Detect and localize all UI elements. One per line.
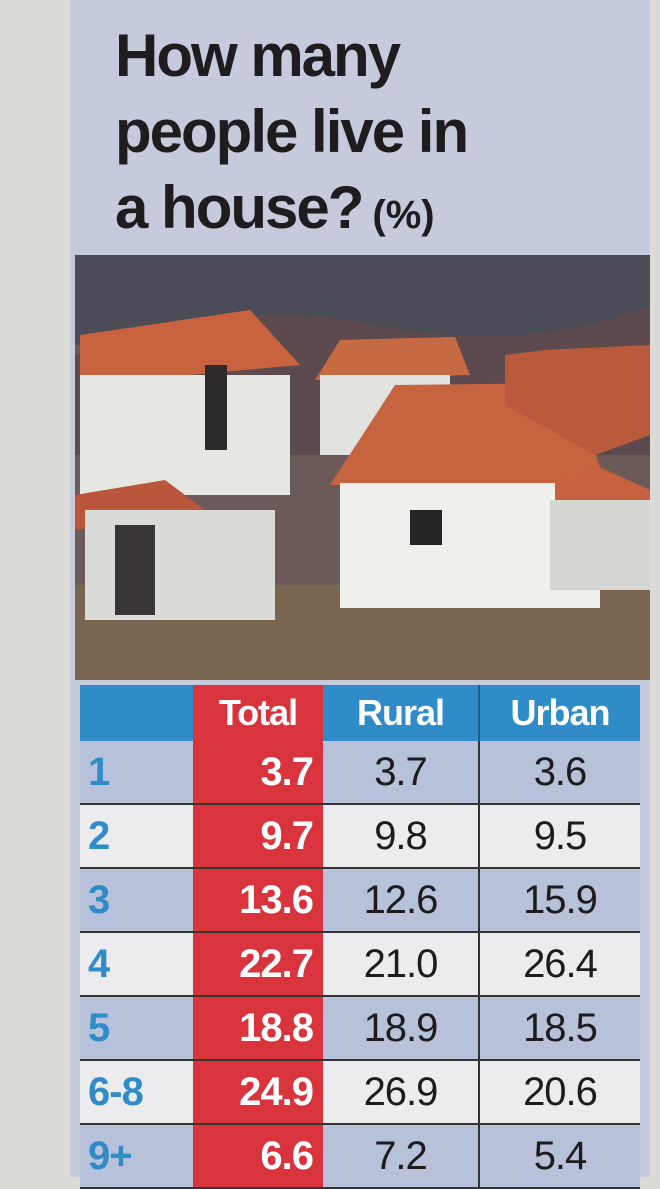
table-cell: 22.7 <box>193 932 323 997</box>
table-cell: 15.9 <box>479 868 640 933</box>
table-cell: 6-8 <box>80 1060 193 1125</box>
table-cell: 4 <box>80 932 193 997</box>
window <box>410 510 442 545</box>
table-cell: 6.6 <box>193 1124 323 1189</box>
table-cell: 18.5 <box>479 996 640 1061</box>
table-cell: 9.8 <box>323 804 480 869</box>
column-header: Urban <box>479 685 640 741</box>
table-row: 9+ 6.6 7.2 5.4 <box>80 1124 640 1189</box>
title: How many people live in a house? (%) <box>115 18 469 253</box>
table-cell: 24.9 <box>193 1060 323 1125</box>
column-header: Size <box>80 685 193 741</box>
column-header: Rural <box>323 685 480 741</box>
table-row: 5 18.8 18.9 18.5 <box>80 996 640 1061</box>
roof <box>315 337 470 380</box>
table-cell: 3 <box>80 868 193 933</box>
table-row: 6-8 24.9 26.9 20.6 <box>80 1060 640 1125</box>
table-cell: 3.7 <box>193 741 323 805</box>
wall <box>550 500 650 590</box>
table-cell: 5.4 <box>479 1124 640 1189</box>
table-cell: 12.6 <box>323 868 480 933</box>
title-line: How many <box>115 22 401 89</box>
table-cell: 18.9 <box>323 996 480 1061</box>
table-cell: 9.7 <box>193 804 323 869</box>
table-cell: 3.7 <box>323 741 480 805</box>
table-row: 2 9.7 9.8 9.5 <box>80 804 640 869</box>
header-row: Size Total Rural Urban <box>80 685 640 741</box>
table-cell: 13.6 <box>193 868 323 933</box>
table-cell: 26.9 <box>323 1060 480 1125</box>
roof <box>555 465 650 505</box>
table-cell: 9+ <box>80 1124 193 1189</box>
table-row: 1 3.7 3.7 3.6 <box>80 741 640 805</box>
wall <box>80 375 290 495</box>
table-cell: 18.8 <box>193 996 323 1061</box>
door <box>205 365 227 450</box>
house-photo <box>75 255 650 680</box>
table-cell: 26.4 <box>479 932 640 997</box>
table-cell: 1 <box>80 741 193 805</box>
table-cell: 20.6 <box>479 1060 640 1125</box>
table-cell: 21.0 <box>323 932 480 997</box>
table-row: 4 22.7 21.0 26.4 <box>80 932 640 997</box>
title-line: a house? <box>115 174 364 241</box>
title-unit: (%) <box>372 193 435 237</box>
table-cell: 2 <box>80 804 193 869</box>
door <box>115 525 155 615</box>
wall <box>85 510 275 620</box>
table-cell: 7.2 <box>323 1124 480 1189</box>
table-cell: 5 <box>80 996 193 1061</box>
table-cell: 3.6 <box>479 741 640 805</box>
roof <box>80 310 300 385</box>
table-cell: 9.5 <box>479 804 640 869</box>
data-table: Size Total Rural Urban 1 3.7 3.7 3.6 2 9.7 9.8 9.5 3… <box>80 685 640 1189</box>
table-row: 3 13.6 12.6 15.9 <box>80 868 640 933</box>
roof <box>505 345 650 455</box>
column-header: Total <box>193 685 323 741</box>
title-line: people live in <box>115 98 469 165</box>
